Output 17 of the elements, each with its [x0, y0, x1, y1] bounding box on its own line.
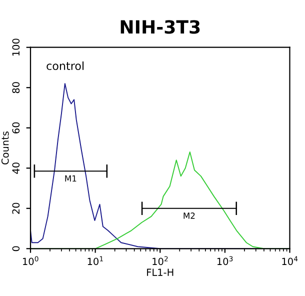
annotation: control — [46, 61, 84, 70]
y-axis-title: Counts — [1, 132, 9, 164]
y-tick-label: 80 — [12, 82, 20, 94]
x-tick-label: 10$^{2}$ — [152, 256, 168, 266]
series-label: M2 — [184, 212, 195, 219]
x-tick-label: 10$^{0}$ — [23, 256, 38, 266]
x-tick-label: 10$^{4}$ — [282, 256, 298, 266]
x-tick-label: 10$^{1}$ — [88, 256, 103, 266]
series-label: M1 — [65, 175, 76, 182]
y-tick-label: 0 — [12, 246, 20, 252]
x-tick-label: 10$^{3}$ — [217, 256, 233, 266]
x-axis-title: FL1-H — [147, 268, 174, 276]
y-tick-label: 40 — [12, 162, 20, 174]
y-tick-label: 100 — [12, 38, 20, 56]
y-tick-label: 60 — [12, 122, 20, 134]
chart-title: NIH-3T3 — [120, 20, 200, 34]
y-tick-label: 20 — [12, 202, 20, 214]
